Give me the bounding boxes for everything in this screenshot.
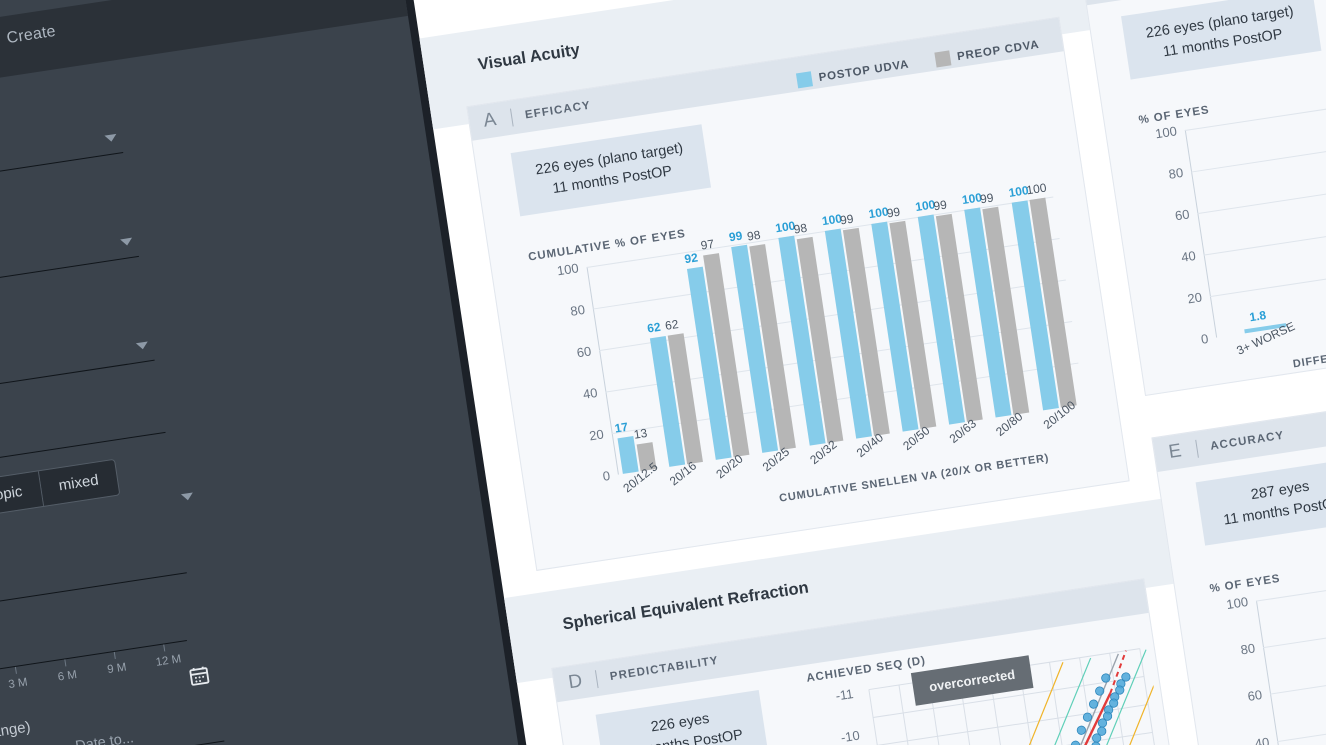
chart-a-bar: [617, 436, 639, 474]
chart-a-bar-value: 98: [792, 220, 809, 237]
report-sheet: Standard Graphs for Reporting Surgical O…: [390, 0, 1326, 745]
card-efficacy-letter: A: [481, 109, 498, 132]
legend-swatch-preop-cdva: [934, 50, 952, 68]
chart-e-ylabel: % OF EYES: [1208, 572, 1282, 596]
legend-swatch-postop-udva: [795, 71, 814, 89]
chart-a-ytick: 60: [575, 343, 593, 361]
chart-a-bar-value: 99: [979, 190, 995, 207]
chevron-down-icon: [120, 237, 134, 247]
ametropia-option-hyperopic[interactable]: hyperopic: [0, 471, 44, 522]
chart-b-ytick: 80: [1167, 164, 1185, 182]
chart-e-ytick: 80: [1239, 640, 1257, 658]
chart-a-bar-value: 92: [683, 250, 699, 267]
chart-a-bar-value: 17: [613, 420, 630, 436]
chart-b-ytick: 100: [1154, 123, 1178, 142]
tab-strip: Analyze Data Create: [0, 0, 408, 112]
tab-create[interactable]: Create: [5, 22, 57, 48]
chart-e-ytick: 100: [1225, 593, 1250, 613]
chart-a-ytick: 80: [569, 301, 586, 319]
card-accuracy: E ACCURACY 287 eyes 11 months PostOP ±0.…: [1151, 344, 1326, 745]
card-predictability-eyes-badge: 226 eyes 11 months PostOP: [595, 690, 768, 745]
chart-b-gridline: [1203, 179, 1326, 256]
chart-a-ytick: 100: [555, 260, 580, 279]
filter-field-1[interactable]: [0, 113, 124, 201]
slider-tick-6m: 6 M: [57, 668, 78, 684]
filter-field-treatment-type[interactable]: Treatment type: [0, 321, 155, 409]
chart-a-bar-value: 99: [727, 228, 744, 245]
left-control-panel: Analyze Data Create Procedure Treatment …: [0, 0, 553, 745]
chart-b-ytick: 20: [1186, 289, 1204, 307]
chart-b-xtick: 3+ WORSE: [1234, 319, 1297, 358]
slider-tick-9m: 9 M: [106, 661, 128, 677]
chart-e-gridline: [1277, 665, 1326, 742]
slider-tick-3m: 3 M: [7, 676, 29, 692]
chart-b-ytick: 40: [1180, 247, 1197, 265]
surgery-date-to-field[interactable]: Date to...: [70, 701, 225, 745]
chart-d-ytick: -10: [839, 728, 861, 745]
card-efficacy-eyes-badge: 226 eyes (plano target) 11 months PostOP: [510, 124, 712, 217]
chart-b-ytick: 0: [1199, 330, 1210, 347]
chart-e-ytick: 60: [1246, 687, 1264, 705]
chevron-down-icon: [180, 492, 194, 502]
chart-b-gridline: [1191, 96, 1326, 173]
surgery-date-to-placeholder: Date to...: [74, 730, 135, 745]
chart-a-ytick: 20: [588, 426, 605, 444]
chart-a-bar-value: 99: [885, 204, 902, 221]
chart-b-ytick: 60: [1173, 206, 1191, 224]
chart-a-y-axis: [586, 266, 619, 475]
filter-field-procedure[interactable]: Procedure: [0, 217, 139, 305]
card-accuracy-eyes-badge: 287 eyes 11 months PostOP: [1195, 457, 1326, 546]
calendar-icon[interactable]: [187, 663, 213, 693]
chart-e-gridline: [1255, 525, 1326, 602]
card-efficacy-relative-eyes-badge: 226 eyes (plano target) 11 months PostOP: [1121, 0, 1322, 80]
slider-tick-12m: 12 M: [154, 653, 183, 669]
chart-a-bar-value: 100: [1025, 180, 1048, 198]
chart-e-ytick: 40: [1253, 733, 1271, 745]
chart-a-bar-value: 62: [646, 319, 662, 336]
chart-a-bar-value: 99: [932, 197, 948, 214]
filter-field-all-cases[interactable]: All cases: [0, 533, 187, 621]
chart-a-bar-value: 62: [664, 316, 680, 333]
chevron-down-icon: [104, 133, 118, 143]
card-efficacy: A EFFICACY 226 eyes (plano target) 11 mo…: [466, 16, 1130, 571]
chart-b-bar-value: 1.8: [1248, 308, 1268, 325]
chevron-down-icon: [135, 341, 149, 351]
chart-a-bar-value: 98: [746, 227, 762, 244]
chart-b-gridline: [1209, 221, 1326, 298]
chart-b-gridline: [1197, 138, 1326, 215]
chart-b-y-axis: [1184, 129, 1218, 338]
card-efficacy-relative: B EFFICACY RELATIVE TO PREOP 226 eyes (p…: [1080, 0, 1326, 396]
chart-e-y-axis: [1255, 600, 1293, 745]
surgery-date-label: Surgery date (range): [0, 718, 32, 745]
chart-a-bar-value: 99: [839, 211, 855, 228]
chart-e-gridline: [1270, 619, 1326, 696]
chart-a-ytick: 0: [601, 467, 612, 484]
chart-d-ytick: -11: [834, 686, 855, 704]
chart-e-plot-area: 40608010034.042.0: [1225, 525, 1326, 745]
chart-a-bar-value: 13: [632, 425, 649, 442]
chart-a-ytick: 40: [581, 384, 599, 402]
chart-a-bar-value: 97: [699, 237, 716, 253]
